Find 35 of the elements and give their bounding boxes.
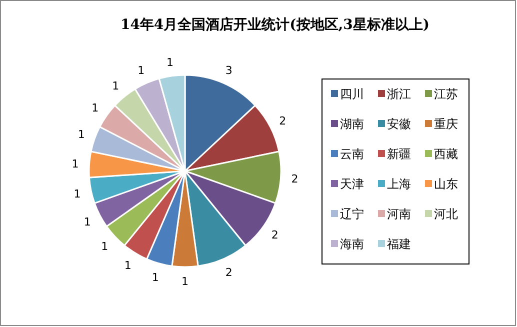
legend-label: 新疆 [387, 147, 411, 161]
data-label: 1 [138, 64, 145, 78]
legend-label: 天津 [340, 177, 364, 191]
data-label: 3 [225, 64, 232, 78]
legend-label: 安徽 [387, 117, 411, 131]
legend-label: 湖南 [340, 117, 364, 131]
data-label: 1 [92, 102, 99, 115]
data-label: 1 [78, 128, 85, 142]
legend-label: 江苏 [434, 87, 458, 101]
chart-title: 14年4月全国酒店开业统计(按地区,3星标准以上) [120, 16, 430, 33]
data-label: 1 [101, 240, 108, 254]
legend-label: 四川 [340, 87, 364, 101]
legend-label: 云南 [340, 147, 364, 161]
data-label: 1 [166, 56, 174, 70]
data-label: 1 [84, 216, 91, 229]
legend-label: 山东 [434, 177, 458, 191]
legend-label: 福建 [387, 237, 411, 251]
legend-label: 辽宁 [340, 207, 364, 221]
data-label: 1 [72, 157, 79, 170]
data-label: 2 [225, 266, 232, 279]
legend-label: 西藏 [434, 147, 458, 161]
data-label: 2 [279, 114, 286, 128]
legend-label: 浙江 [387, 87, 411, 101]
legend-label: 上海 [387, 177, 411, 191]
data-label: 1 [152, 270, 159, 284]
legend-label: 河南 [387, 207, 411, 221]
data-label: 1 [112, 80, 120, 93]
data-label: 2 [271, 228, 278, 242]
data-label: 1 [182, 275, 188, 288]
data-label: 2 [291, 172, 298, 186]
data-label: 1 [124, 258, 132, 272]
data-label: 1 [74, 187, 81, 200]
legend-label: 河北 [434, 207, 458, 221]
legend-label: 重庆 [434, 117, 458, 131]
legend-label: 海南 [340, 237, 364, 251]
